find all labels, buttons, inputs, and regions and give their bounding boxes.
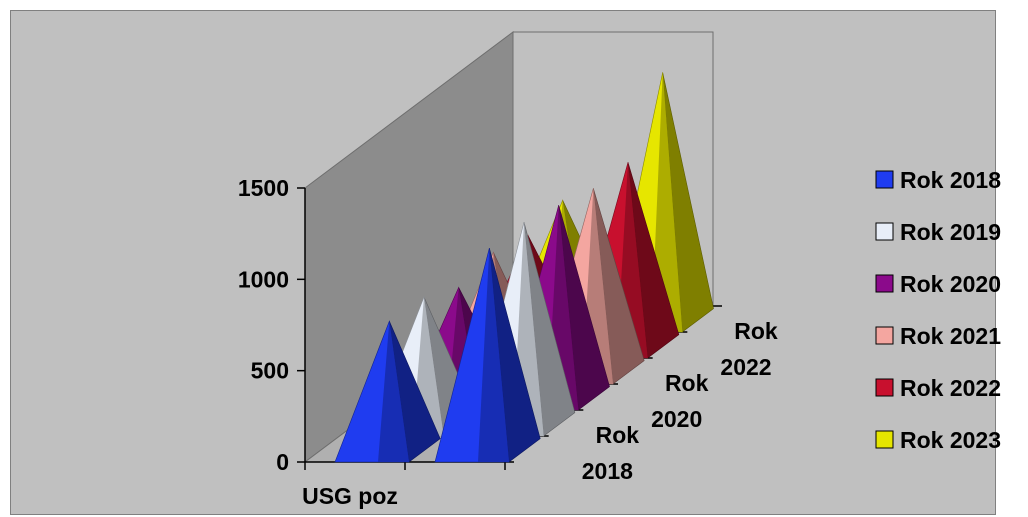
y-tick-label: 500 xyxy=(251,358,289,384)
depth-tick-label: Rok xyxy=(734,318,778,344)
pyramid-shade xyxy=(378,321,409,462)
depth-tick-label: Rok xyxy=(665,370,709,396)
y-tick-label: 1500 xyxy=(238,175,289,201)
legend-swatch xyxy=(875,430,894,449)
legend-swatch xyxy=(875,274,894,293)
y-tick-label: 0 xyxy=(276,449,289,475)
depth-ticks: Rok 2018 Rok 2020 Rok 2022 xyxy=(505,305,778,484)
y-tick-label: 1000 xyxy=(238,266,289,292)
depth-tick-label: 2022 xyxy=(720,354,771,380)
pyramid-shade xyxy=(478,248,509,462)
depth-tick-label: Rok xyxy=(596,422,640,448)
x-tick-label: USG poz xyxy=(302,483,398,509)
legend-label: Rok 2022 xyxy=(900,375,1001,401)
depth-tick-label: 2018 xyxy=(582,458,633,484)
legend-label: Rok 2020 xyxy=(900,271,1001,297)
x-ticks: USG poz xyxy=(302,462,506,509)
legend-swatch xyxy=(875,326,894,345)
legend-label: Rok 2019 xyxy=(900,219,1001,245)
legend-swatch xyxy=(875,222,894,241)
legend-swatch xyxy=(875,378,894,397)
y-ticks: 0 500 1000 1500 xyxy=(238,175,305,475)
legend-swatch xyxy=(875,170,894,189)
legend-label: Rok 2021 xyxy=(900,323,1001,349)
pyramid-marks xyxy=(334,72,714,463)
legend: Rok 2018 Rok 2019 Rok 2020 Rok 2021 Rok 2022… xyxy=(875,167,1001,453)
depth-tick-label: 2020 xyxy=(651,406,702,432)
legend-label: Rok 2023 xyxy=(900,427,1001,453)
legend-label: Rok 2018 xyxy=(900,167,1001,193)
